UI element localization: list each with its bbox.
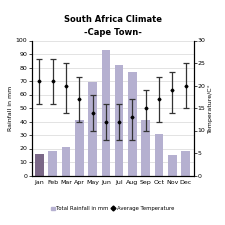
Bar bbox=[128, 72, 137, 176]
Bar bbox=[115, 65, 124, 176]
Bar bbox=[181, 151, 190, 176]
Bar bbox=[75, 120, 84, 176]
Y-axis label: Temperature/C°: Temperature/C° bbox=[208, 83, 213, 133]
Legend: Total Rainfall in mm, Average Temperature: Total Rainfall in mm, Average Temperatur… bbox=[48, 204, 177, 213]
Bar bbox=[155, 134, 163, 176]
Bar bbox=[101, 50, 110, 176]
Bar bbox=[168, 155, 177, 176]
Bar bbox=[88, 82, 97, 176]
Title: South Africa Climate
-Cape Town-: South Africa Climate -Cape Town- bbox=[63, 16, 162, 37]
Bar bbox=[48, 151, 57, 176]
Bar bbox=[62, 147, 70, 176]
Bar bbox=[35, 154, 44, 176]
Y-axis label: Rainfall in mm: Rainfall in mm bbox=[8, 85, 13, 131]
Bar bbox=[141, 120, 150, 176]
